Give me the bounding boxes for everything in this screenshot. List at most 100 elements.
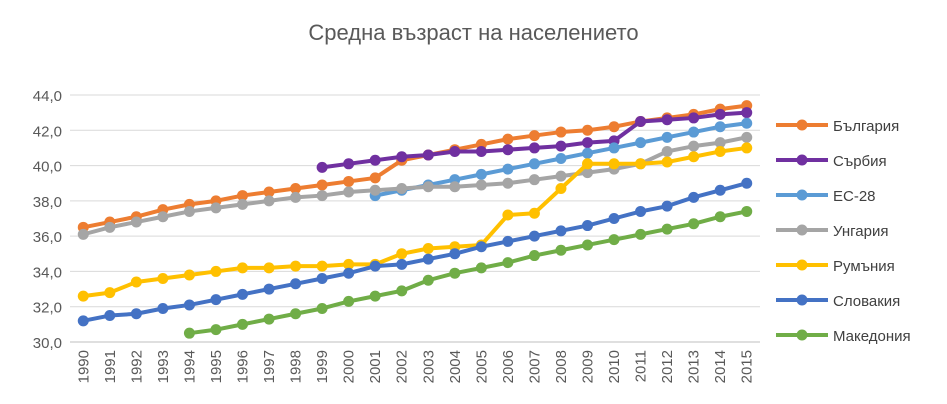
x-tick-label: 2003 (420, 350, 437, 383)
data-point (661, 145, 673, 157)
legend-marker (796, 154, 808, 166)
data-point (714, 137, 726, 149)
x-tick-label: 1992 (128, 350, 145, 383)
data-point (528, 207, 540, 219)
series (77, 142, 753, 302)
data-point (210, 294, 222, 306)
data-point (582, 220, 593, 232)
y-tick-label: 36,0 (33, 229, 62, 246)
series-line (83, 145, 747, 299)
y-tick-label: 40,0 (33, 159, 62, 176)
data-point (183, 327, 195, 339)
x-tick-label: 2015 (739, 350, 756, 383)
data-point (316, 190, 328, 202)
data-point (316, 179, 328, 191)
x-tick-label: 2013 (686, 350, 703, 383)
data-point (635, 115, 647, 127)
data-point (157, 302, 169, 314)
legend-label: Македония (833, 328, 911, 345)
series (183, 205, 753, 339)
data-point (741, 131, 753, 143)
y-tick-label: 30,0 (33, 335, 62, 352)
data-point (369, 154, 381, 166)
data-point (714, 145, 726, 157)
x-tick-label: 2009 (580, 350, 597, 383)
data-point (714, 121, 726, 133)
x-tick-label: 2005 (473, 350, 490, 383)
x-tick-label: 2004 (447, 350, 464, 383)
data-point (502, 163, 514, 175)
data-point (528, 158, 540, 170)
data-point (688, 191, 700, 203)
data-point (555, 183, 567, 195)
data-point (263, 186, 275, 198)
data-point (475, 262, 487, 274)
x-tick-label: 2010 (606, 350, 623, 383)
data-point (475, 168, 487, 180)
legend-marker (796, 329, 808, 341)
data-point (661, 200, 673, 212)
data-point (555, 170, 567, 182)
data-point (475, 145, 487, 157)
data-point (316, 260, 328, 272)
data-point (343, 158, 355, 170)
data-point (741, 177, 753, 189)
data-point (263, 195, 275, 207)
data-point (528, 130, 540, 142)
data-point (396, 285, 408, 297)
data-point (422, 274, 434, 286)
data-point (422, 253, 434, 265)
data-point (104, 287, 116, 299)
series (316, 107, 753, 173)
data-point (210, 202, 222, 214)
legend-label: Румъния (833, 258, 895, 275)
data-point (157, 211, 169, 223)
x-tick-label: 1999 (314, 350, 331, 383)
x-tick-label: 2002 (394, 350, 411, 383)
x-tick-label: 1996 (235, 350, 252, 383)
data-point (77, 290, 89, 302)
data-point (104, 221, 116, 233)
data-point (237, 198, 248, 210)
data-point (502, 209, 514, 221)
data-point (608, 142, 620, 154)
chart-title: Средна възраст на населението (308, 20, 639, 45)
x-tick-label: 1998 (288, 350, 305, 383)
data-point (528, 174, 540, 186)
data-point (157, 272, 169, 284)
legend-marker (796, 189, 808, 201)
data-point (422, 242, 434, 254)
data-point (290, 278, 302, 290)
data-point (528, 142, 540, 154)
data-point (343, 186, 355, 198)
y-tick-label: 32,0 (33, 300, 62, 317)
data-point (555, 244, 567, 256)
data-point (741, 142, 753, 154)
y-tick-label: 34,0 (33, 264, 62, 281)
series-line (189, 209, 748, 336)
data-point (449, 267, 461, 279)
x-tick-label: 1991 (102, 350, 119, 383)
data-point (661, 156, 673, 168)
data-point (130, 216, 142, 228)
data-point (263, 262, 275, 274)
legend-label: Словакия (833, 293, 900, 310)
data-point (290, 260, 302, 272)
x-tick-label: 1990 (75, 350, 92, 383)
data-point (688, 112, 700, 124)
data-point (290, 191, 302, 203)
data-point (635, 158, 647, 170)
data-point (714, 108, 726, 120)
data-point (528, 250, 540, 262)
data-point (316, 161, 328, 173)
data-point (582, 147, 593, 159)
data-point (635, 137, 647, 149)
x-tick-label: 2012 (659, 350, 676, 383)
legend-label: Унгария (833, 223, 888, 240)
data-point (582, 124, 593, 136)
x-tick-label: 2011 (633, 350, 650, 382)
data-point (475, 179, 487, 191)
data-point (502, 133, 514, 145)
x-tick-label: 2007 (526, 350, 543, 383)
